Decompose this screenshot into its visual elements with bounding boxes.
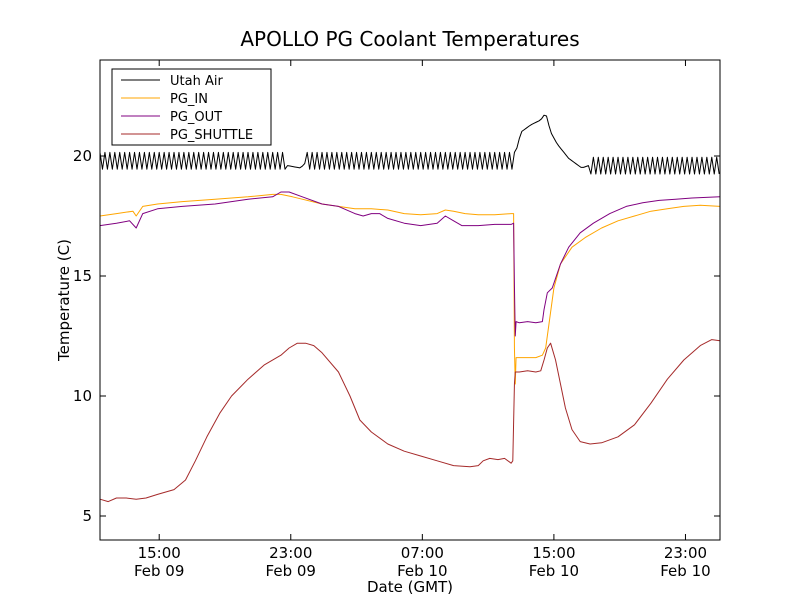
x-tick-label-date: Feb 09 <box>266 562 316 580</box>
x-tick-label-date: Feb 09 <box>134 562 184 580</box>
x-tick-label-time: 15:00 <box>138 544 181 562</box>
series-layer <box>99 114 721 503</box>
x-axis-label: Date (GMT) <box>367 578 453 596</box>
legend-label-utah-air: Utah Air <box>170 74 223 89</box>
x-tick-label-date: Feb 10 <box>397 562 447 580</box>
series-line-pg-in <box>99 193 721 385</box>
x-tick-label-time: 23:00 <box>269 544 312 562</box>
chart-title: APOLLO PG Coolant Temperatures <box>240 27 579 51</box>
plot-frame <box>99 59 721 541</box>
x-tick-label-date: Feb 10 <box>529 562 579 580</box>
series-line-pg-shuttle <box>99 339 721 503</box>
x-tick-label-date: Feb 10 <box>660 562 710 580</box>
legend-box <box>111 68 272 146</box>
legend-label-pg-out: PG_OUT <box>170 110 222 125</box>
legend-label-pg-shuttle: PG_SHUTTLE <box>170 128 253 143</box>
legend-label-pg-in: PG_IN <box>170 92 208 107</box>
y-tick-label: 10 <box>73 387 92 405</box>
y-tick-label: 20 <box>73 147 92 165</box>
x-tick-label-time: 07:00 <box>401 544 444 562</box>
series-line-pg-out <box>99 191 721 337</box>
series-line-utah-air <box>99 114 720 175</box>
x-tick-label-time: 15:00 <box>532 544 575 562</box>
x-tick-label-time: 23:00 <box>664 544 707 562</box>
y-tick-label: 5 <box>82 507 92 525</box>
y-tick-label: 15 <box>73 267 92 285</box>
y-axis-label: Temperature (C) <box>55 239 73 362</box>
legend: Utah Air PG_IN PG_OUT PG_SHUTTLE <box>111 68 272 146</box>
